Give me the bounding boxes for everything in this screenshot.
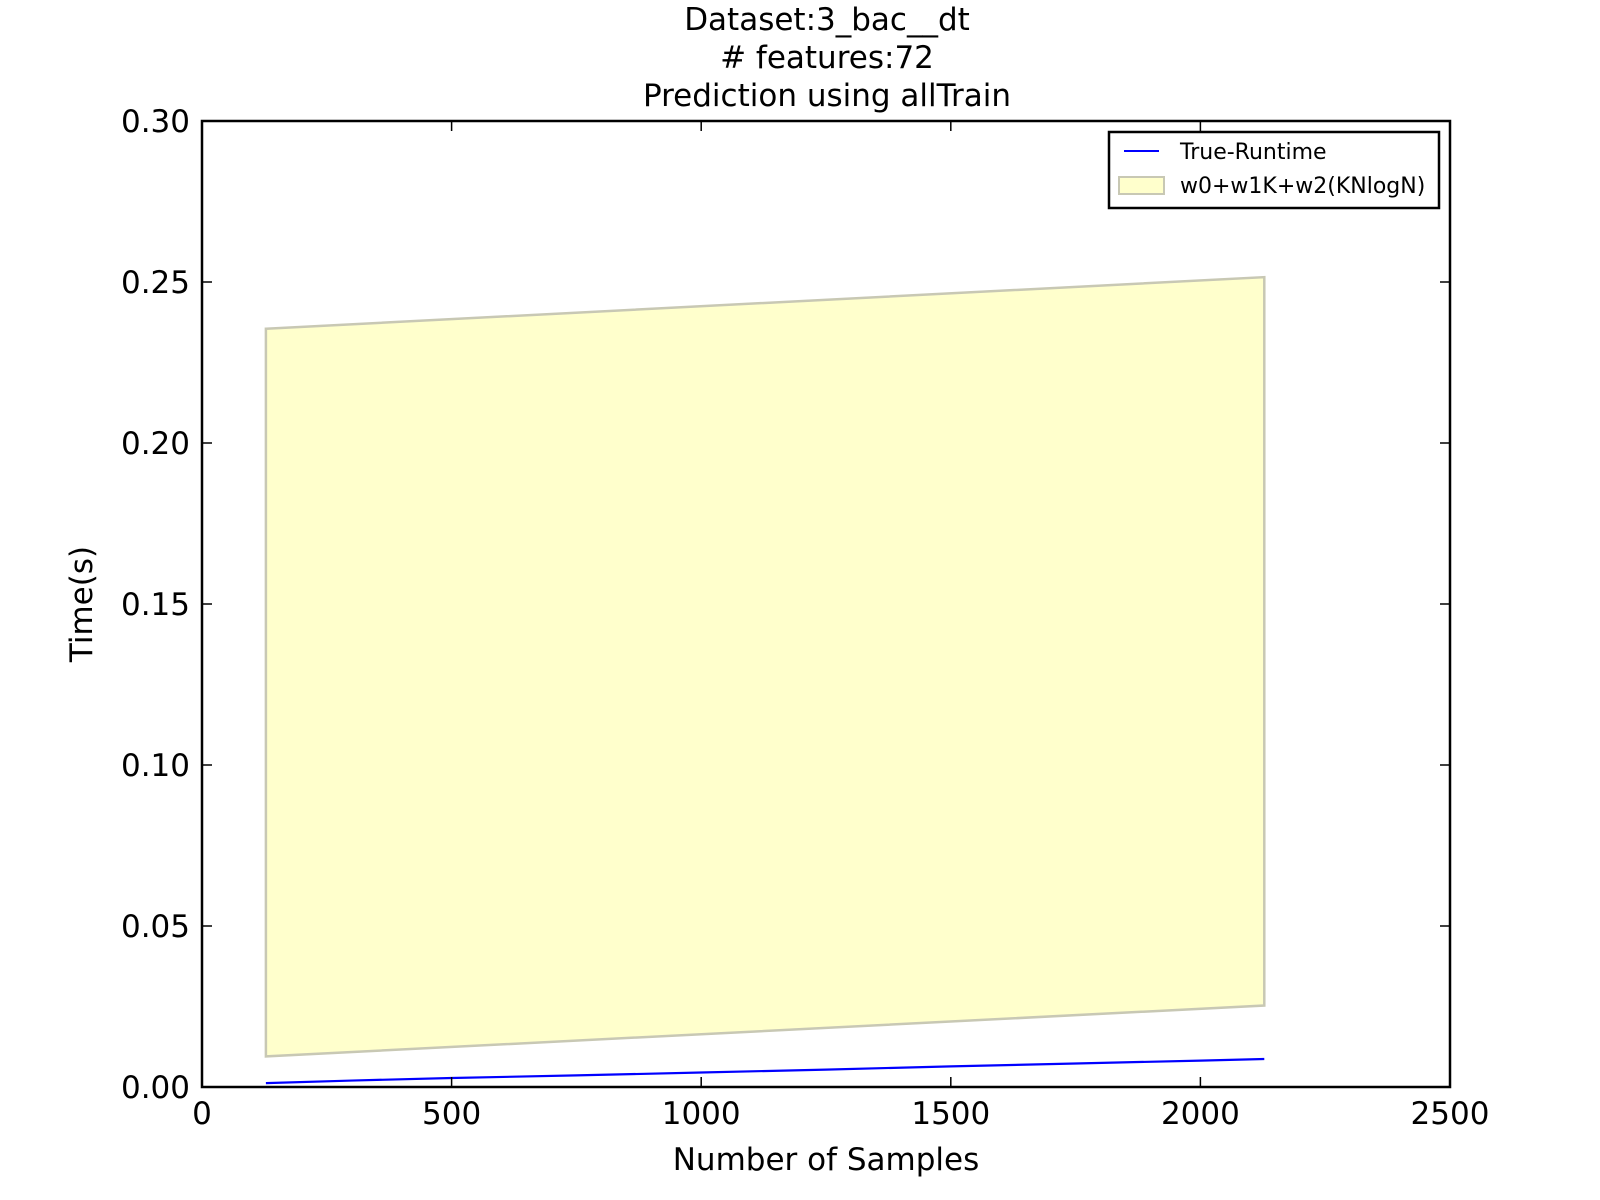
chart-title-line-1: Dataset:3_bac__dt xyxy=(684,2,970,38)
x-tick-label: 2500 xyxy=(1411,1096,1490,1132)
x-axis-ticks: 0 500 1000 1500 2000 2500 xyxy=(192,121,1489,1132)
y-tick-label: 0.25 xyxy=(121,265,190,301)
y-tick-label: 0.30 xyxy=(121,104,190,140)
x-axis-label: Number of Samples xyxy=(673,1142,980,1178)
x-tick-label: 0 xyxy=(192,1096,212,1132)
y-tick-label: 0.10 xyxy=(121,748,190,784)
chart-title: Dataset:3_bac__dt # features:72 Predicti… xyxy=(643,2,1011,114)
y-tick-label: 0.05 xyxy=(121,909,190,945)
x-tick-label: 2000 xyxy=(1161,1096,1240,1132)
y-axis-label: Time(s) xyxy=(64,546,100,663)
legend-label-model-band: w0+w1K+w2(KNlogN) xyxy=(1180,174,1425,199)
y-axis-ticks: 0.00 0.05 0.10 0.15 0.20 0.25 0.30 xyxy=(121,104,1450,1106)
plot-area xyxy=(264,275,1266,1085)
y-tick-label: 0.20 xyxy=(121,426,190,462)
legend: True-Runtime w0+w1K+w2(KNlogN) xyxy=(1107,130,1441,210)
x-tick-label: 1500 xyxy=(911,1096,990,1132)
chart-title-line-2: # features:72 xyxy=(720,40,934,76)
y-tick-label: 0.15 xyxy=(121,587,190,623)
chart-title-line-3: Prediction using allTrain xyxy=(643,78,1011,114)
true-runtime-line xyxy=(265,1057,1265,1085)
model-prediction-band xyxy=(264,275,1266,1058)
legend-frame xyxy=(1107,130,1441,210)
x-tick-label: 1000 xyxy=(662,1096,741,1132)
legend-label-true-runtime: True-Runtime xyxy=(1179,140,1327,165)
x-tick-label: 500 xyxy=(422,1096,481,1132)
legend-swatch-model-band xyxy=(1118,176,1165,195)
y-tick-label: 0.00 xyxy=(121,1070,190,1106)
